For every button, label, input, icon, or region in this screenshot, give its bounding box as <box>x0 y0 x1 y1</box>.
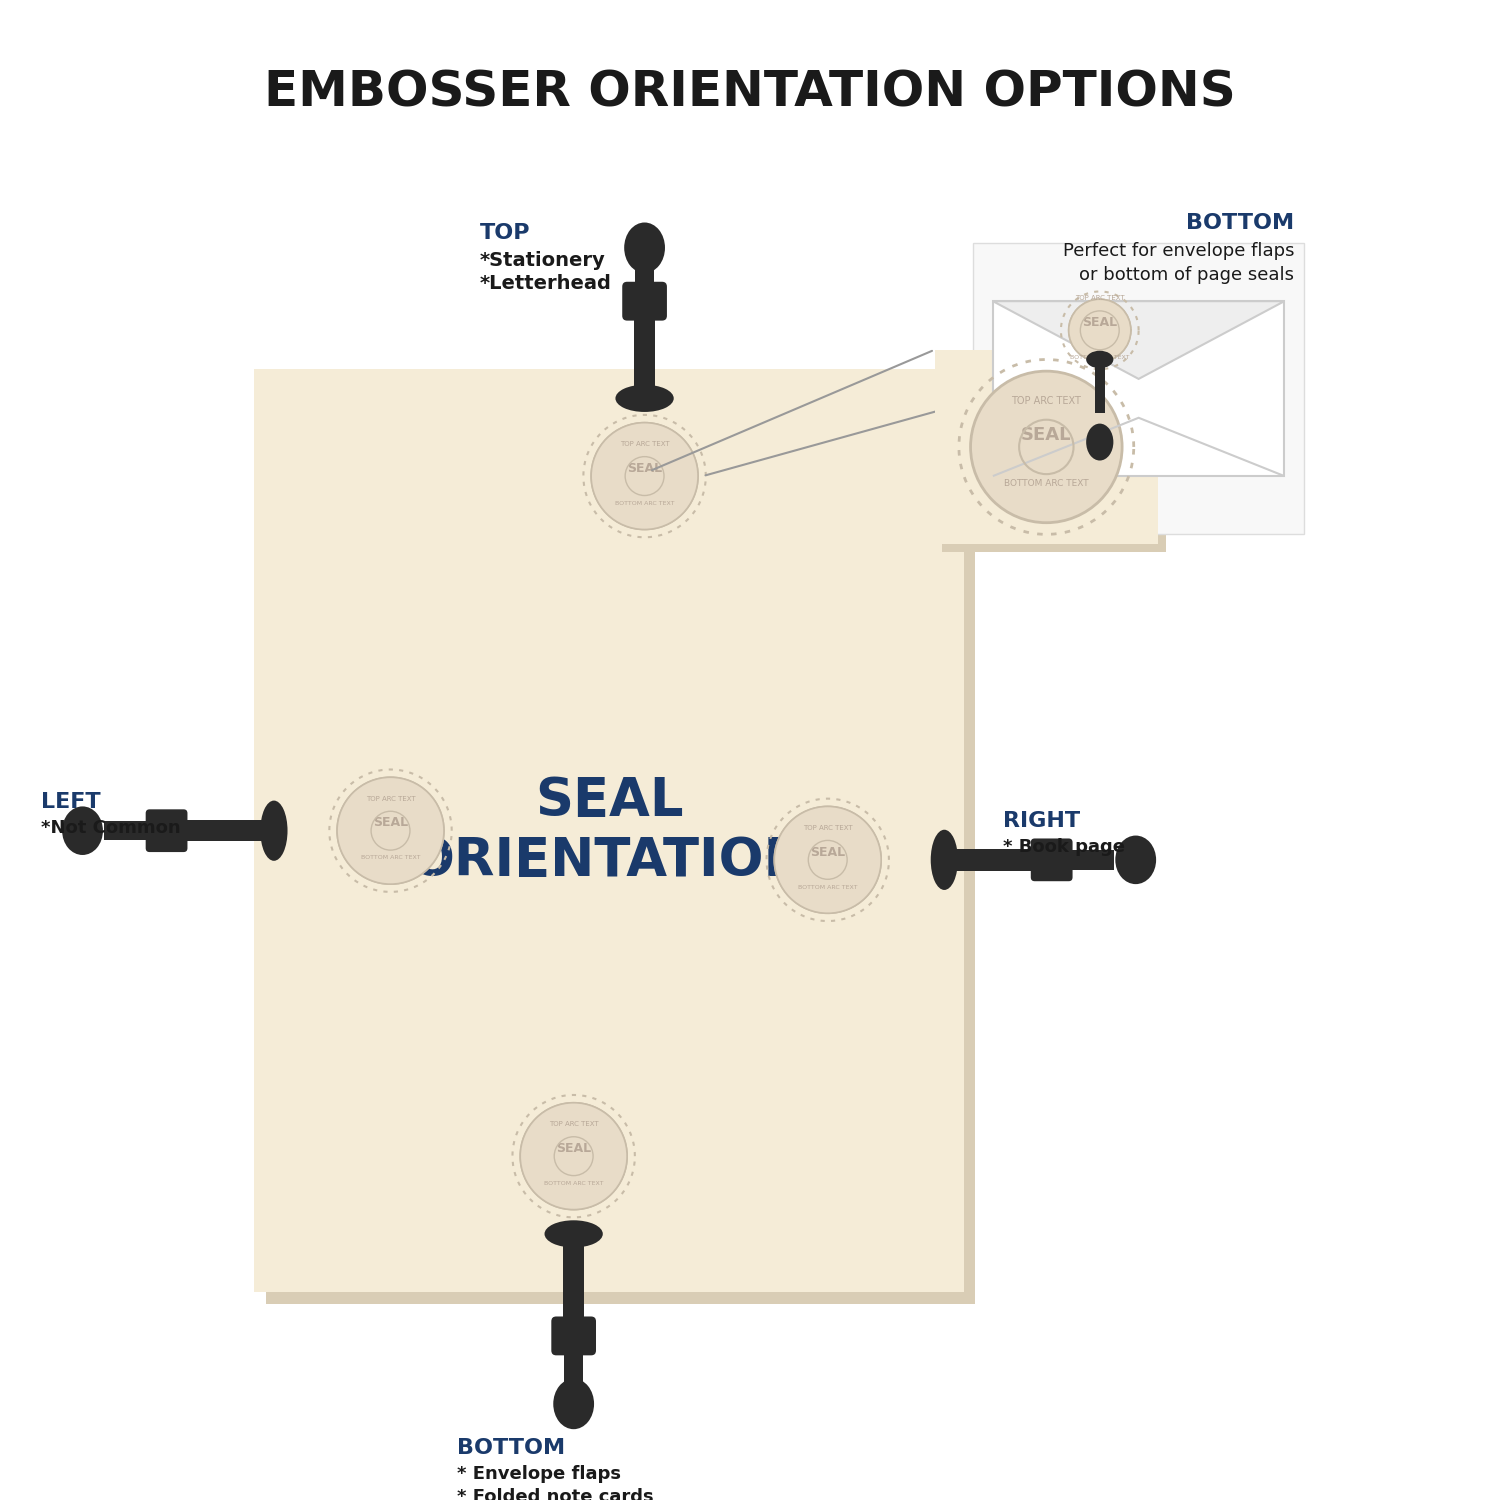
FancyBboxPatch shape <box>974 243 1304 534</box>
Text: TOP: TOP <box>480 224 530 243</box>
FancyBboxPatch shape <box>146 810 188 852</box>
Ellipse shape <box>544 1221 603 1248</box>
Bar <box>564 1346 584 1394</box>
Text: or bottom of page seals: or bottom of page seals <box>1078 266 1294 284</box>
Text: *Stationery: *Stationery <box>480 251 604 270</box>
FancyBboxPatch shape <box>622 282 668 321</box>
Bar <box>1095 363 1104 413</box>
FancyBboxPatch shape <box>942 357 1166 552</box>
Ellipse shape <box>261 801 288 861</box>
Text: * Book page: * Book page <box>1002 839 1125 856</box>
Bar <box>634 306 656 393</box>
Text: TOP ARC TEXT: TOP ARC TEXT <box>802 825 852 831</box>
Polygon shape <box>993 302 1284 380</box>
Ellipse shape <box>1086 351 1113 368</box>
Text: SEAL: SEAL <box>556 1142 591 1155</box>
Bar <box>104 821 158 840</box>
Text: * Envelope flaps: * Envelope flaps <box>458 1466 621 1484</box>
Ellipse shape <box>615 384 674 412</box>
Circle shape <box>591 423 698 530</box>
Text: TOP ARC TEXT: TOP ARC TEXT <box>549 1120 598 1126</box>
Bar <box>950 849 1041 870</box>
Circle shape <box>970 370 1122 522</box>
FancyBboxPatch shape <box>1030 839 1072 880</box>
FancyBboxPatch shape <box>993 302 1284 476</box>
Text: BOTTOM ARC TEXT: BOTTOM ARC TEXT <box>544 1180 603 1186</box>
FancyBboxPatch shape <box>266 381 975 1304</box>
Text: *Not Common: *Not Common <box>40 819 180 837</box>
Text: TOP ARC TEXT: TOP ARC TEXT <box>1011 396 1082 406</box>
Bar <box>562 1239 585 1326</box>
Text: SEAL: SEAL <box>627 462 662 476</box>
Ellipse shape <box>1116 836 1156 884</box>
Text: SEAL: SEAL <box>1082 316 1118 328</box>
FancyBboxPatch shape <box>934 350 1158 544</box>
Text: SEAL: SEAL <box>810 846 846 858</box>
Text: TOP ARC TEXT: TOP ARC TEXT <box>366 795 416 801</box>
Text: TOP ARC TEXT: TOP ARC TEXT <box>1076 296 1125 302</box>
Ellipse shape <box>62 807 104 855</box>
Ellipse shape <box>554 1378 594 1429</box>
Text: Perfect for envelope flaps: Perfect for envelope flaps <box>1062 243 1294 261</box>
Bar <box>634 243 654 291</box>
Text: SEAL
ORIENTATION: SEAL ORIENTATION <box>410 774 808 886</box>
Text: SEAL: SEAL <box>1022 426 1071 444</box>
Text: SEAL: SEAL <box>374 816 408 830</box>
Text: EMBOSSER ORIENTATION OPTIONS: EMBOSSER ORIENTATION OPTIONS <box>264 68 1236 116</box>
Circle shape <box>774 807 880 913</box>
Circle shape <box>1068 298 1131 362</box>
Ellipse shape <box>930 830 958 890</box>
Text: RIGHT: RIGHT <box>1002 812 1080 831</box>
Text: LEFT: LEFT <box>40 792 101 812</box>
Circle shape <box>338 777 444 883</box>
Ellipse shape <box>1086 423 1113 460</box>
Text: * Folded note cards: * Folded note cards <box>458 1488 654 1500</box>
Text: BOTTOM: BOTTOM <box>1186 213 1294 232</box>
Text: BOTTOM ARC TEXT: BOTTOM ARC TEXT <box>362 855 420 861</box>
Text: *Letterhead: *Letterhead <box>480 274 612 292</box>
Text: TOP ARC TEXT: TOP ARC TEXT <box>620 441 669 447</box>
Ellipse shape <box>624 222 664 273</box>
Text: BOTTOM ARC TEXT: BOTTOM ARC TEXT <box>1070 356 1130 360</box>
FancyBboxPatch shape <box>255 369 963 1292</box>
Text: BOTTOM: BOTTOM <box>458 1438 566 1458</box>
FancyBboxPatch shape <box>552 1317 596 1356</box>
Circle shape <box>520 1102 627 1209</box>
Text: BOTTOM ARC TEXT: BOTTOM ARC TEXT <box>615 501 675 506</box>
Bar <box>1060 850 1114 870</box>
Bar <box>177 821 268 842</box>
Text: BOTTOM ARC TEXT: BOTTOM ARC TEXT <box>798 885 858 890</box>
Text: BOTTOM ARC TEXT: BOTTOM ARC TEXT <box>1004 480 1089 489</box>
